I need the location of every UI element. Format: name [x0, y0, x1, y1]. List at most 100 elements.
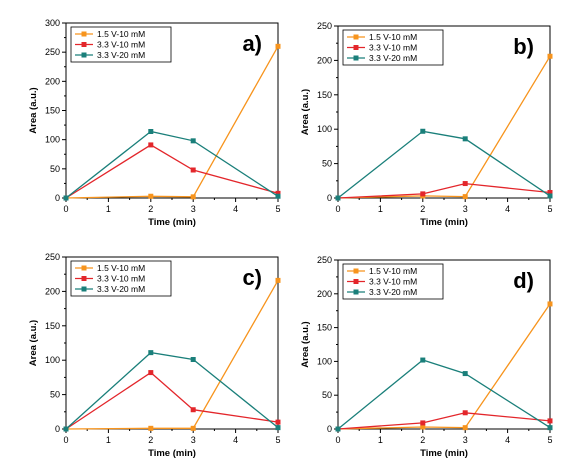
legend-marker — [81, 31, 87, 37]
series-line-1 — [65, 45, 279, 199]
y-tick-label: 250 — [317, 21, 332, 31]
x-tick-label: 5 — [547, 204, 552, 214]
y-tick-label: 250 — [45, 252, 60, 262]
data-point — [275, 419, 281, 425]
legend-marker — [353, 45, 359, 50]
series-line-3 — [65, 130, 279, 199]
data-point — [148, 350, 154, 356]
legend-entry: 3.3 V-10 mM — [97, 274, 145, 284]
data-point — [275, 277, 281, 283]
y-tick-label: 100 — [317, 356, 332, 366]
data-point — [462, 371, 468, 377]
data-point — [547, 189, 553, 195]
data-point — [420, 128, 426, 134]
data-point — [420, 357, 426, 363]
series-line-3 — [337, 359, 551, 430]
y-tick-label: 0 — [327, 193, 332, 203]
legend-marker — [81, 286, 87, 292]
x-tick-label: 2 — [420, 204, 425, 214]
data-point — [190, 407, 196, 413]
x-tick-label: 5 — [547, 435, 552, 445]
x-tick-label: 3 — [191, 435, 196, 445]
y-tick-label: 50 — [322, 159, 332, 169]
series-line-2 — [337, 182, 551, 199]
y-tick-label: 0 — [327, 424, 332, 434]
legend-entry: 1.5 V-10 mM — [369, 32, 417, 42]
y-tick-label: 250 — [45, 47, 60, 57]
data-point — [190, 425, 196, 431]
x-tick-label: 1 — [378, 435, 383, 445]
series-line-3 — [65, 351, 279, 430]
legend-entry: 1.5 V-10 mM — [97, 263, 145, 273]
data-point — [190, 357, 196, 363]
data-point — [275, 43, 281, 49]
legend-marker — [353, 289, 359, 295]
y-tick-label: 150 — [45, 321, 60, 331]
y-tick-label: 200 — [45, 76, 60, 86]
y-tick-label: 50 — [50, 390, 60, 400]
x-tick-label: 4 — [233, 435, 238, 445]
data-point — [420, 420, 426, 426]
y-axis-label: Area (a.u.) — [300, 321, 311, 367]
x-tick-label: 3 — [191, 204, 196, 214]
legend-entry: 3.3 V-10 mM — [369, 43, 417, 53]
series-line-1 — [337, 303, 551, 430]
legend-entry: 3.3 V-20 mM — [369, 287, 417, 297]
legend-entry: 3.3 V-10 mM — [97, 40, 145, 50]
legend-marker — [353, 279, 359, 284]
y-tick-label: 0 — [55, 193, 60, 203]
data-point — [190, 138, 196, 144]
y-tick-label: 150 — [317, 90, 332, 100]
data-point — [190, 194, 196, 200]
data-point — [190, 167, 196, 173]
legend-entry: 3.3 V-20 mM — [97, 284, 145, 294]
x-tick-label: 2 — [148, 435, 153, 445]
data-point — [462, 136, 468, 142]
y-tick-label: 50 — [322, 390, 332, 400]
x-tick-label: 5 — [275, 204, 280, 214]
data-point — [63, 195, 69, 201]
y-tick-label: 150 — [45, 106, 60, 116]
x-axis-label: Time (min) — [420, 217, 468, 228]
legend-marker — [353, 34, 359, 40]
series-line-1 — [337, 55, 551, 199]
series-line-3 — [337, 130, 551, 199]
x-tick-label: 3 — [463, 435, 468, 445]
data-point — [547, 301, 553, 307]
panel-label: b) — [513, 34, 534, 59]
legend-marker — [81, 42, 87, 47]
legend-entry: 3.3 V-20 mM — [97, 50, 145, 60]
data-point — [148, 425, 154, 431]
data-point — [547, 53, 553, 59]
x-axis-label: Time (min) — [148, 217, 196, 228]
data-point — [275, 190, 281, 196]
y-tick-label: 200 — [45, 286, 60, 296]
data-point — [547, 193, 553, 199]
data-point — [462, 194, 468, 200]
x-tick-label: 2 — [420, 435, 425, 445]
legend-marker — [353, 268, 359, 274]
x-tick-label: 4 — [233, 204, 238, 214]
series-line-2 — [337, 412, 551, 430]
data-point — [420, 191, 426, 197]
legend-marker — [81, 265, 87, 271]
y-tick-label: 200 — [317, 55, 332, 65]
panel-label: a) — [242, 31, 262, 56]
y-axis-label: Area (a.u.) — [28, 87, 39, 133]
panel-label: d) — [513, 268, 534, 293]
y-tick-label: 100 — [317, 124, 332, 134]
data-point — [547, 418, 553, 424]
y-axis-label: Area (a.u.) — [28, 320, 39, 366]
legend-entry: 3.3 V-10 mM — [369, 277, 417, 287]
y-tick-label: 100 — [45, 135, 60, 145]
x-axis-label: Time (min) — [420, 448, 468, 459]
legend-box — [70, 26, 172, 63]
y-axis-label: Area (a.u.) — [300, 89, 311, 135]
y-tick-label: 250 — [317, 255, 332, 265]
data-point — [462, 425, 468, 431]
y-tick-label: 200 — [317, 289, 332, 299]
data-point — [335, 195, 341, 201]
